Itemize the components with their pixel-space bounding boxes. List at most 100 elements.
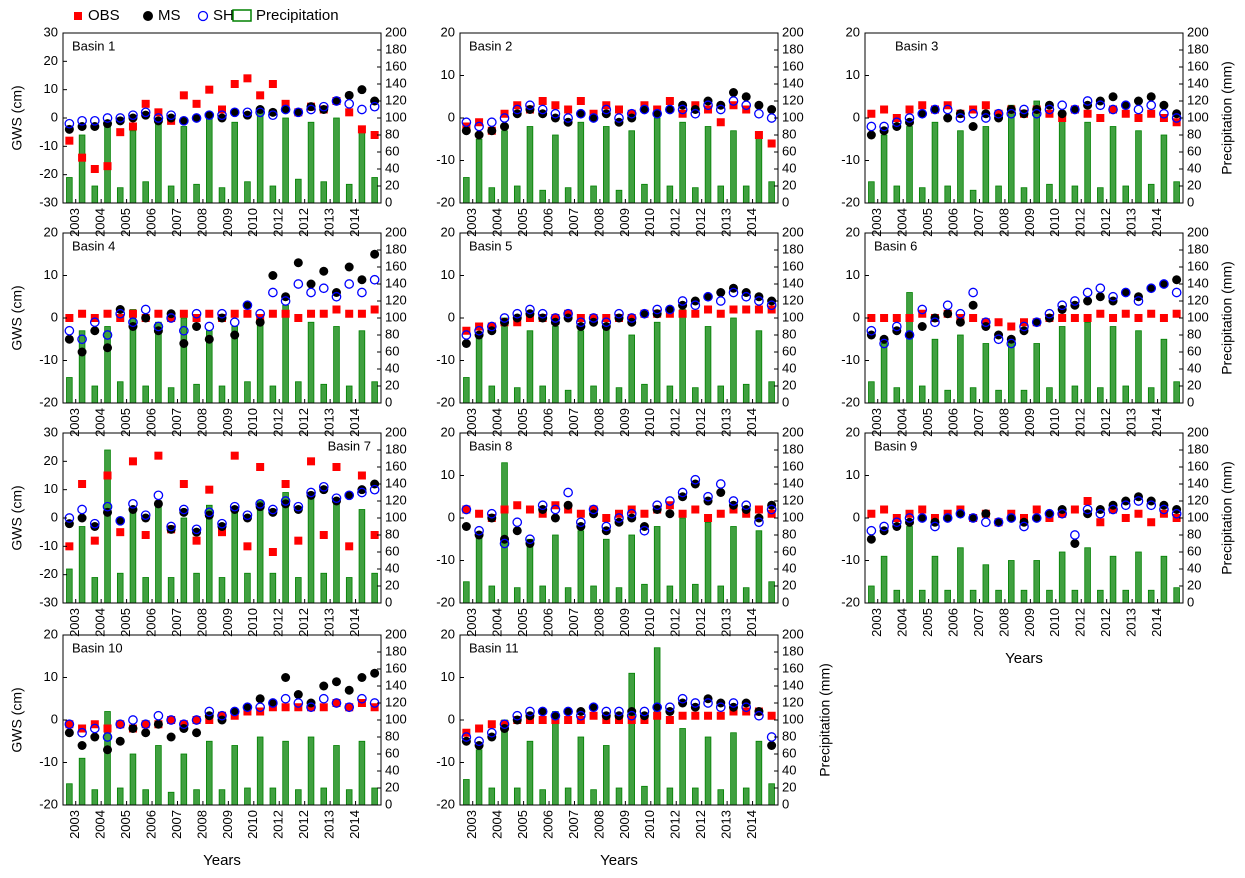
sh-point xyxy=(369,274,380,285)
obs-point xyxy=(880,505,889,514)
precipitation-bar xyxy=(526,740,534,806)
precipitation-bar xyxy=(742,185,750,204)
obs-point xyxy=(218,105,226,114)
ms-point xyxy=(128,724,138,733)
sh-point xyxy=(178,325,189,336)
precipitation-bar xyxy=(333,745,340,806)
y2-tick-label: 0 xyxy=(385,194,392,209)
x-tick-label: 2012 xyxy=(296,608,311,637)
x-tick-label: 2010 xyxy=(1047,408,1062,437)
precipitation-bar xyxy=(1097,187,1104,204)
y-tick-label: 0 xyxy=(448,509,455,524)
obs-point xyxy=(243,309,252,318)
precipitation-bar xyxy=(957,130,964,204)
ms-point xyxy=(153,116,163,126)
y2-tick-label: 80 xyxy=(782,326,796,341)
obs-point xyxy=(564,105,573,114)
sh-point xyxy=(665,496,675,506)
sh-point xyxy=(89,518,100,529)
sh-point xyxy=(357,487,367,498)
precipitation-bar xyxy=(931,121,939,204)
precipitation-bar xyxy=(641,183,648,204)
precipitation-bar xyxy=(91,789,99,806)
sh-point xyxy=(499,113,510,123)
ms-point xyxy=(230,330,240,340)
obs-point xyxy=(1096,518,1105,527)
precipitation-bar xyxy=(231,509,238,604)
obs-point xyxy=(103,309,112,318)
obs-point xyxy=(665,716,674,724)
precipitation-bar xyxy=(1058,326,1066,404)
sh-point xyxy=(639,706,650,717)
y-tick-label: 20 xyxy=(44,224,58,239)
precipitation-bar xyxy=(666,185,674,204)
y2-tick-label: 120 xyxy=(1187,92,1209,107)
obs-point xyxy=(128,457,137,466)
sh-point xyxy=(268,110,278,121)
y-tick-label: 10 xyxy=(846,467,860,482)
x-tick-label: 2007 xyxy=(169,810,184,839)
sh-point xyxy=(563,487,573,498)
precipitation-bar xyxy=(1147,183,1155,204)
y2-tick-label: 0 xyxy=(385,796,392,811)
precipitation-bar xyxy=(957,547,964,604)
sh-point xyxy=(178,719,189,730)
y-tick-label: -10 xyxy=(841,352,860,367)
ms-point xyxy=(192,113,202,123)
sh-point xyxy=(255,498,266,509)
ms-point xyxy=(166,524,176,534)
x-tick-label: 2004 xyxy=(895,408,910,437)
precipitation-bar xyxy=(1147,589,1155,604)
obs-point xyxy=(678,711,687,720)
ms-point xyxy=(179,507,189,517)
sh-point xyxy=(690,474,701,485)
x-tick-label: 2006 xyxy=(143,608,158,637)
obs-point xyxy=(867,314,876,322)
ms-point xyxy=(344,490,354,500)
ms-point xyxy=(1044,509,1054,519)
obs-point xyxy=(179,91,188,100)
ms-point xyxy=(487,126,497,136)
precipitation-bar xyxy=(1008,104,1015,204)
sh-point xyxy=(306,104,316,115)
ms-point xyxy=(331,496,341,506)
obs-point xyxy=(319,531,328,539)
precipitation-bar xyxy=(307,321,315,404)
x-tick-label: 2006 xyxy=(540,408,555,437)
y2-tick-label: 180 xyxy=(1187,241,1209,256)
precipitation-bar xyxy=(552,534,559,604)
sh-point xyxy=(652,304,663,315)
ms-point xyxy=(943,513,953,523)
precipitation-bar xyxy=(931,338,939,404)
sh-point xyxy=(474,325,484,336)
precipitation-bar xyxy=(463,779,470,806)
sh-point xyxy=(331,698,342,708)
sh-point xyxy=(904,113,915,123)
sh-point xyxy=(575,710,586,721)
y2-tick-label: 180 xyxy=(385,241,407,256)
obs-point xyxy=(268,80,277,88)
x-tick-label: 2009 xyxy=(1022,408,1037,437)
obs-point xyxy=(1121,309,1130,318)
x-tick-label: 2012 xyxy=(271,408,286,437)
x-tick-label: 2010 xyxy=(245,810,260,839)
x-tick-label: 2006 xyxy=(945,208,960,237)
obs-point xyxy=(116,720,125,729)
ms-point xyxy=(204,510,214,520)
sh-point xyxy=(306,287,316,298)
x-tick-label: 2007 xyxy=(169,408,184,437)
sh-point xyxy=(665,104,675,115)
y2-tick-label: 100 xyxy=(1187,509,1209,524)
precipitation-bar xyxy=(218,187,226,204)
y2-tick-label: 80 xyxy=(1187,526,1201,541)
precipitation-bar xyxy=(969,387,977,404)
ms-point xyxy=(1146,283,1156,293)
ms-point xyxy=(281,499,291,509)
precipitation-bar xyxy=(307,496,315,604)
precipitation-bar xyxy=(564,587,572,604)
y2-tick-label: 160 xyxy=(782,58,804,73)
sh-point xyxy=(652,702,663,713)
x-tick-label: 2013 xyxy=(719,608,734,637)
sh-point xyxy=(77,727,87,738)
ms-point xyxy=(357,485,367,495)
